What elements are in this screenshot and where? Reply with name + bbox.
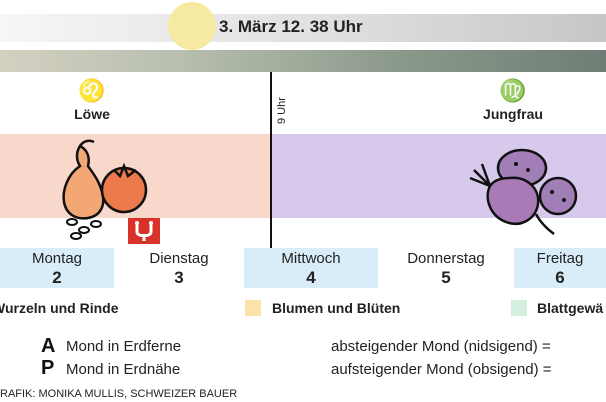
credit-line: RAFIK: MONIKA MULLIS, SCHWEIZER BAUER: [0, 388, 238, 400]
day-cell: Dienstag 3: [114, 248, 244, 288]
legend-flowers: Blumen und Blüten: [272, 300, 401, 316]
sign-name-leo: Löwe: [74, 106, 110, 122]
date-time-label: 3. März 12. 38 Uhr: [219, 17, 363, 36]
day-date: 3: [174, 268, 184, 287]
sign-name-virgo: Jungfrau: [483, 106, 543, 122]
day-cell: Freitag 6: [514, 248, 606, 288]
day-cell: Donnerstag 5: [378, 248, 514, 288]
day-date: 6: [555, 268, 565, 287]
apogee-icon: [128, 218, 160, 244]
day-name: Montag: [31, 250, 83, 267]
legend-roots: Wurzeln und Rinde: [0, 300, 119, 316]
apogee-symbol: A: [41, 335, 56, 357]
day-date: 2: [52, 268, 62, 287]
ascending-moon-text: aufsteigender Mond (obsigend) =: [331, 361, 552, 378]
day-name: Donnerstag: [407, 250, 485, 267]
day-cell: Mittwoch 4: [244, 248, 378, 288]
pear-tomato-icon: [62, 139, 148, 240]
day-name: Dienstag: [149, 250, 209, 267]
beet-potato-icon: [469, 148, 578, 235]
day-name: Freitag: [536, 250, 584, 267]
moon-change-time: 9 Uhr: [276, 97, 288, 124]
legend-leaves: Blattgewä: [537, 300, 604, 316]
day-date: 4: [306, 268, 316, 287]
day-date: 5: [441, 268, 451, 287]
apogee-text: Mond in Erdferne: [66, 338, 182, 355]
day-name: Mittwoch: [281, 250, 341, 267]
descending-moon-text: absteigender Mond (nidsigend) =: [331, 338, 551, 355]
perigee-symbol: P: [41, 357, 55, 379]
gradient-band: [0, 50, 606, 72]
header-bar: [0, 14, 606, 42]
leo-sign-icon: ♌: [78, 78, 106, 103]
apogee-symbol-icon: [135, 221, 153, 241]
legend-swatch-leaves: [511, 300, 527, 316]
virgo-sign-icon: ♍: [499, 78, 527, 103]
perigee-text: Mond in Erdnähe: [66, 361, 181, 378]
sun-icon: [168, 2, 216, 50]
legend-swatch-flowers: [245, 300, 261, 316]
day-cell: Montag 2: [0, 248, 114, 288]
moon-change-line: [270, 72, 272, 248]
